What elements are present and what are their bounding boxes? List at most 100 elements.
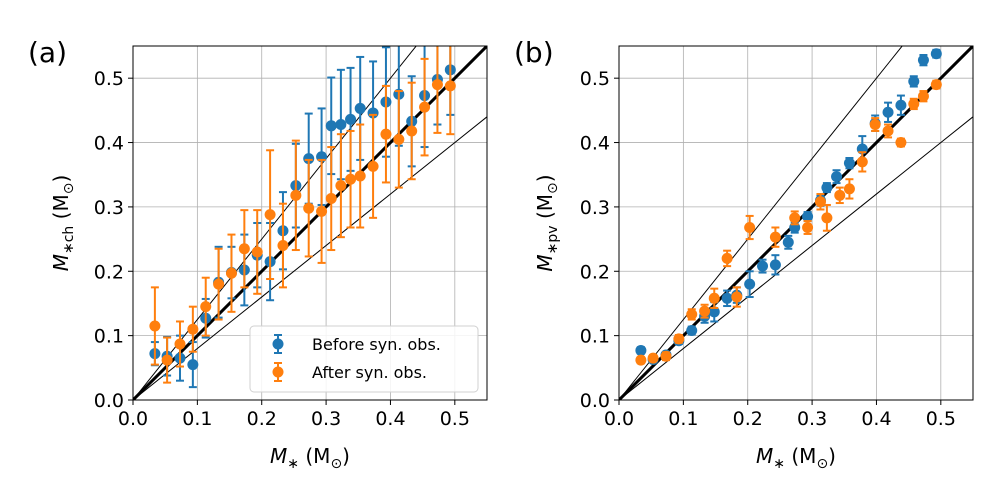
- legend-label: Before syn. obs.: [312, 335, 441, 354]
- data-point: [708, 292, 720, 304]
- data-point: [406, 125, 418, 137]
- data-point: [264, 209, 276, 221]
- plot-area: [133, 46, 487, 400]
- x-tick-label: 0.2: [733, 408, 763, 430]
- data-point: [856, 156, 868, 168]
- x-axis-label-units: (M: [785, 444, 816, 468]
- series-after: [635, 79, 942, 366]
- data-point: [635, 344, 647, 356]
- data-point: [686, 308, 698, 320]
- data-point: [635, 354, 647, 366]
- data-point: [303, 153, 315, 165]
- panel-b: 0.0 0.1 0.2 0.3 0.4 0.5 0.0 0.1 0.2 0.3 0.4 0.5 (b) M…: [514, 36, 974, 472]
- data-point: [917, 54, 929, 66]
- data-point: [187, 323, 199, 335]
- x-tick-label: 0.4: [375, 408, 405, 430]
- y-axis-label-units-close: ): [49, 175, 73, 183]
- data-point: [802, 211, 814, 223]
- data-point: [174, 338, 186, 350]
- y-tick-label: 0.1: [94, 326, 124, 348]
- data-point: [769, 231, 781, 243]
- data-point: [354, 102, 366, 114]
- data-point: [367, 160, 379, 172]
- data-point: [200, 301, 212, 313]
- data-point: [930, 48, 942, 60]
- x-axis-label-symbol: M: [756, 444, 773, 468]
- data-point: [744, 278, 756, 290]
- data-point: [869, 119, 881, 131]
- panel-label: (b): [514, 36, 554, 69]
- data-point: [699, 305, 711, 317]
- data-point: [769, 259, 781, 271]
- y-tick-label: 0.2: [94, 261, 124, 283]
- data-point: [431, 79, 443, 91]
- y-axis-label: M∗pv (M⊙): [533, 174, 561, 271]
- y-axis-label-units-subscript: ⊙: [545, 182, 561, 194]
- data-point: [225, 267, 237, 279]
- data-point: [419, 101, 431, 113]
- data-point: [843, 157, 855, 169]
- data-point: [731, 291, 743, 303]
- data-point: [831, 171, 843, 183]
- x-tick-label: 0.5: [440, 408, 470, 430]
- data-point: [187, 359, 199, 371]
- data-point: [354, 170, 366, 182]
- data-point: [744, 222, 756, 234]
- data-point: [917, 90, 929, 102]
- legend-marker: [272, 366, 284, 378]
- x-tick-label: 0.2: [247, 408, 277, 430]
- y-tick-label: 0.0: [94, 390, 124, 412]
- plot-area: [619, 46, 973, 400]
- data-point: [238, 243, 250, 255]
- data-point: [335, 119, 347, 131]
- y-axis-label-units: (M: [533, 194, 557, 225]
- data-point: [895, 137, 907, 149]
- x-tick-label: 0.3: [797, 408, 827, 430]
- y-tick-label: 0.3: [94, 197, 124, 219]
- data-point: [802, 222, 814, 234]
- panel-a: 0.0 0.1 0.2 0.3 0.4 0.5 0.0 0.1 0.2 0.3 0.4 0.5 (a) M…: [28, 36, 488, 472]
- y-axis-label-subscript: ∗ch: [61, 226, 77, 254]
- x-tick-label: 0.3: [311, 408, 341, 430]
- x-axis-label-symbol: M: [270, 444, 287, 468]
- data-point: [316, 205, 328, 217]
- y-tick-label: 0.4: [94, 133, 124, 155]
- data-point: [895, 99, 907, 111]
- y-axis-label-subscript: ∗pv: [545, 225, 561, 254]
- data-point: [673, 333, 685, 345]
- y-axis-label: M∗ch (M⊙): [49, 175, 77, 272]
- data-point: [789, 212, 801, 224]
- y-axis-label-units-close: ): [533, 174, 557, 182]
- data-point: [303, 202, 315, 214]
- data-point: [213, 278, 225, 290]
- y-tick-label: 0.2: [580, 261, 610, 283]
- data-point: [821, 182, 833, 194]
- y-tick-label: 0.3: [580, 197, 610, 219]
- y-tick-label: 0.5: [580, 68, 610, 90]
- y-tick-label: 0.0: [580, 390, 610, 412]
- reference-line: [619, 46, 903, 400]
- axes-frame: [132, 45, 488, 401]
- data-point: [834, 189, 846, 201]
- data-point: [161, 354, 173, 366]
- x-axis-label: M∗ (M⊙): [756, 444, 836, 472]
- data-point: [290, 189, 302, 201]
- legend-marker: [272, 338, 284, 350]
- data-point: [393, 133, 405, 145]
- x-tick-label: 0.5: [926, 408, 956, 430]
- legend: Before syn. obs. After syn. obs.: [249, 325, 479, 393]
- data-point: [149, 320, 161, 332]
- x-tick-label: 0.1: [182, 408, 212, 430]
- x-tick-label: 0.0: [604, 408, 634, 430]
- x-axis-label-units-subscript: ⊙: [816, 456, 828, 472]
- x-axis-label-units: (M: [299, 444, 330, 468]
- x-axis-label: M∗ (M⊙): [270, 444, 350, 472]
- y-axis-label-symbol: M: [49, 254, 73, 271]
- data-point: [708, 306, 720, 318]
- data-point: [908, 98, 920, 110]
- data-point: [882, 125, 894, 137]
- legend-box: [249, 325, 479, 393]
- data-point: [686, 324, 698, 336]
- data-point: [821, 212, 833, 224]
